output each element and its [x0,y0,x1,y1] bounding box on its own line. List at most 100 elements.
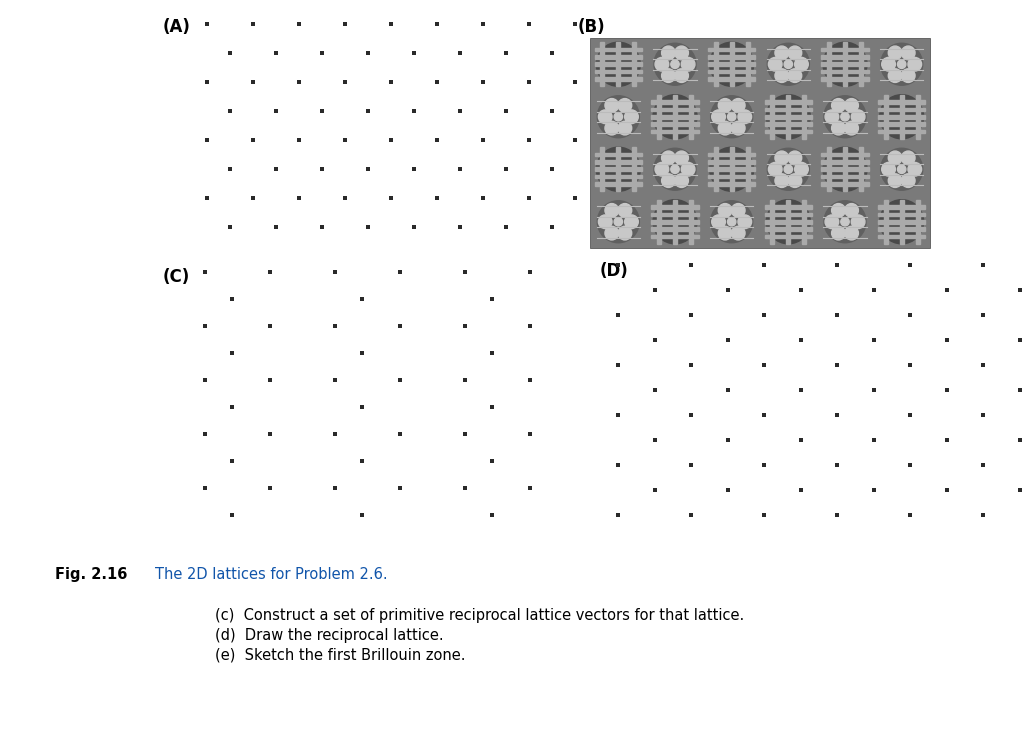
FancyBboxPatch shape [884,200,888,244]
Circle shape [767,43,809,85]
FancyBboxPatch shape [714,147,718,191]
FancyBboxPatch shape [745,42,750,86]
Circle shape [662,173,675,187]
FancyBboxPatch shape [900,94,903,139]
FancyBboxPatch shape [878,122,926,126]
FancyBboxPatch shape [878,235,926,239]
Circle shape [711,201,753,243]
FancyBboxPatch shape [651,212,698,216]
Text: (d)  Draw the reciprocal lattice.: (d) Draw the reciprocal lattice. [215,628,443,643]
Circle shape [881,43,923,85]
Circle shape [605,99,618,112]
Circle shape [831,122,845,135]
FancyBboxPatch shape [745,147,750,191]
Circle shape [766,94,810,139]
FancyBboxPatch shape [595,70,642,73]
Bar [590,38,930,248]
Circle shape [831,99,845,112]
Circle shape [901,151,915,165]
Circle shape [908,57,922,71]
FancyBboxPatch shape [770,94,774,139]
Text: (B): (B) [578,18,605,36]
FancyBboxPatch shape [714,42,718,86]
Circle shape [731,203,745,217]
FancyBboxPatch shape [651,122,698,126]
Circle shape [596,147,640,191]
FancyBboxPatch shape [827,42,831,86]
FancyBboxPatch shape [657,200,662,244]
FancyBboxPatch shape [651,235,698,239]
FancyBboxPatch shape [843,147,847,191]
Circle shape [784,60,793,69]
FancyBboxPatch shape [765,220,812,223]
Circle shape [681,163,695,176]
FancyBboxPatch shape [708,62,756,66]
FancyBboxPatch shape [770,200,774,244]
Circle shape [825,215,839,228]
Circle shape [841,217,849,226]
Circle shape [727,113,736,121]
Circle shape [710,147,754,191]
Circle shape [881,149,923,190]
FancyBboxPatch shape [859,147,863,191]
Circle shape [888,173,902,187]
Circle shape [653,94,697,139]
FancyBboxPatch shape [821,62,868,66]
FancyBboxPatch shape [878,100,926,104]
Circle shape [768,163,782,176]
Text: Fig. 2.16: Fig. 2.16 [55,567,127,582]
Circle shape [795,57,808,71]
FancyBboxPatch shape [595,153,642,157]
FancyBboxPatch shape [600,42,604,86]
FancyBboxPatch shape [915,94,920,139]
FancyBboxPatch shape [689,94,693,139]
FancyBboxPatch shape [859,42,863,86]
Circle shape [675,46,688,60]
Circle shape [851,215,865,228]
Circle shape [766,200,810,244]
Circle shape [731,226,745,240]
FancyBboxPatch shape [765,235,812,239]
FancyBboxPatch shape [821,175,868,179]
FancyBboxPatch shape [708,153,756,157]
Circle shape [831,203,845,217]
Circle shape [655,57,669,71]
FancyBboxPatch shape [595,182,642,186]
FancyBboxPatch shape [595,168,642,171]
FancyBboxPatch shape [632,147,636,191]
Circle shape [671,165,679,173]
FancyBboxPatch shape [708,70,756,73]
FancyBboxPatch shape [651,130,698,133]
FancyBboxPatch shape [651,227,698,231]
Circle shape [727,217,736,226]
Circle shape [671,60,679,69]
FancyBboxPatch shape [821,48,868,51]
Circle shape [845,99,858,112]
Circle shape [901,173,915,187]
Circle shape [654,149,696,190]
Circle shape [825,110,839,124]
Circle shape [823,147,867,191]
Circle shape [718,203,732,217]
Circle shape [618,203,632,217]
Text: (c)  Construct a set of primitive reciprocal lattice vectors for that lattice.: (c) Construct a set of primitive recipro… [215,608,744,623]
FancyBboxPatch shape [786,200,791,244]
FancyBboxPatch shape [708,160,756,164]
FancyBboxPatch shape [802,94,806,139]
Circle shape [662,46,675,60]
FancyBboxPatch shape [616,42,621,86]
FancyBboxPatch shape [595,175,642,179]
Circle shape [845,226,858,240]
FancyBboxPatch shape [878,130,926,133]
Text: The 2D lattices for Problem 2.6.: The 2D lattices for Problem 2.6. [155,567,388,582]
FancyBboxPatch shape [765,115,812,119]
Circle shape [712,215,725,228]
Circle shape [655,163,669,176]
Circle shape [618,99,632,112]
Circle shape [795,163,808,176]
FancyBboxPatch shape [878,220,926,223]
Circle shape [618,122,632,135]
Circle shape [784,165,793,173]
Circle shape [768,57,782,71]
Circle shape [675,173,688,187]
